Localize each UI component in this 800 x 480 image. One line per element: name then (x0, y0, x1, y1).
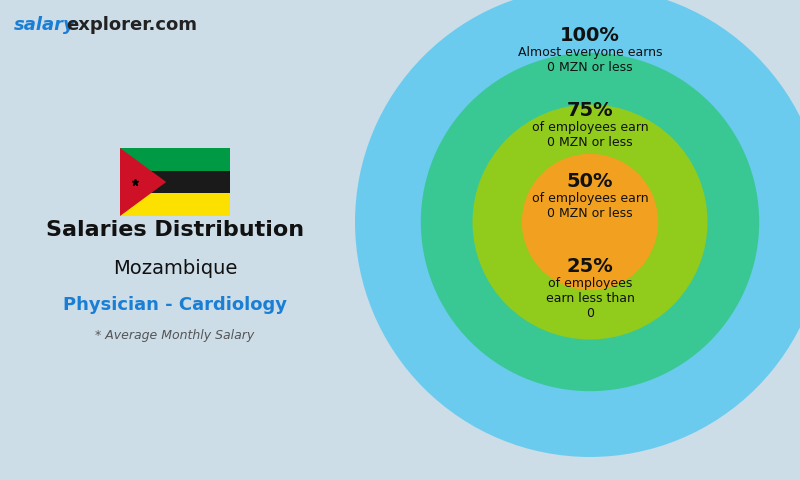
Circle shape (473, 105, 707, 339)
Text: 0: 0 (586, 307, 594, 320)
Circle shape (522, 154, 658, 290)
Text: 50%: 50% (566, 172, 614, 191)
Circle shape (421, 53, 759, 391)
Bar (120, 193, 230, 216)
Text: Salaries Distribution: Salaries Distribution (46, 220, 304, 240)
Polygon shape (120, 148, 166, 216)
Text: salary: salary (14, 16, 76, 34)
Circle shape (355, 0, 800, 457)
Text: Almost everyone earns: Almost everyone earns (518, 46, 662, 60)
Text: explorer.com: explorer.com (66, 16, 197, 34)
Text: of employees earn: of employees earn (532, 121, 648, 134)
Text: Physician - Cardiology: Physician - Cardiology (63, 296, 287, 314)
Text: 75%: 75% (566, 101, 614, 120)
Bar (120, 171, 230, 193)
Text: 0 MZN or less: 0 MZN or less (547, 207, 633, 220)
Text: 25%: 25% (566, 257, 614, 276)
Text: 100%: 100% (560, 26, 620, 45)
Text: 0 MZN or less: 0 MZN or less (547, 61, 633, 74)
Text: earn less than: earn less than (546, 291, 634, 305)
Text: of employees earn: of employees earn (532, 192, 648, 205)
Text: 0 MZN or less: 0 MZN or less (547, 136, 633, 149)
Text: of employees: of employees (548, 276, 632, 289)
Text: Mozambique: Mozambique (113, 259, 237, 277)
Bar (120, 148, 230, 171)
Text: * Average Monthly Salary: * Average Monthly Salary (95, 328, 254, 341)
